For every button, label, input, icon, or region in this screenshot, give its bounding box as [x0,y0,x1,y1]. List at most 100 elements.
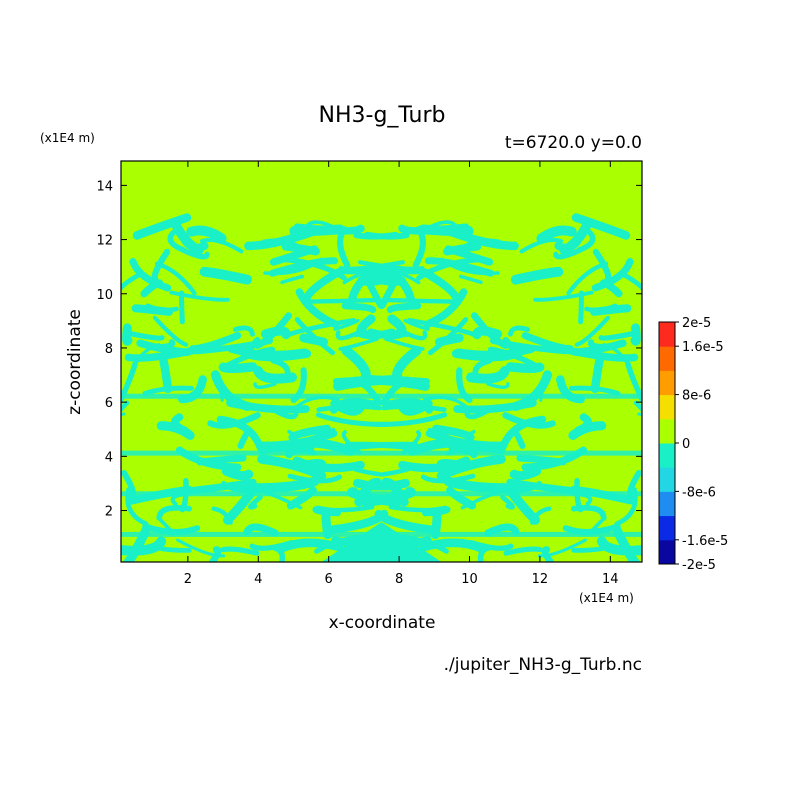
y-axis: 2 4 6 8 10 12 14 [96,179,642,520]
y-tick-label: 14 [96,179,113,194]
filament-shape [596,536,642,556]
filament-shape [253,382,277,389]
filament-shape [404,330,428,341]
filament-shape [277,256,347,281]
colorbar-tick-label: 1.6e-5 [682,340,724,355]
filament-shape [416,256,486,281]
filament-shape [537,538,587,558]
filament-shape [487,346,541,370]
filament-shape [269,245,319,266]
filament-shape [321,522,442,562]
filament-shape [121,400,130,413]
filament-shape [243,523,279,537]
filament-shape [142,385,195,396]
filament-shape [156,504,192,521]
filament-shape [472,326,503,340]
x-tick-label: 10 [461,572,478,587]
filament-shape [257,454,327,481]
colorbar-segment [659,539,675,565]
filament-shape [181,247,210,260]
filament-shape [407,318,478,338]
filament-shape [384,337,425,351]
x-axis-label: x-coordinate [329,613,436,633]
filament-band [121,450,642,456]
filament-shape [484,523,520,537]
filament-band [121,393,642,399]
filament-shape [287,427,311,437]
filament-shape [383,297,455,304]
filament-shape [592,248,612,282]
filament-shape [121,272,142,291]
filament-shape [633,400,642,413]
filament-shape [509,466,542,481]
filament-shape [477,545,492,562]
filament-shape [196,454,247,466]
filament-shape [508,325,531,337]
filament-shape [127,331,165,341]
filament-shape [418,224,474,237]
filament-shape [199,266,253,285]
y-tick-label: 12 [96,234,113,249]
filament-shape [316,404,382,412]
filament-shape [167,229,187,253]
filament-shape [338,260,405,271]
filament-shape [333,318,360,331]
filament-shape [129,258,172,292]
filament-shape [220,546,260,556]
colorbar-segment [659,370,675,396]
filament-shape [270,357,291,375]
y-unit-label: (x1E4 m) [40,131,95,145]
filament-shape [590,352,605,394]
filament-shape [500,494,515,510]
colorbar-segment [659,443,675,468]
colorbar-tick-label: -2e-5 [682,558,716,573]
filament-shape [232,325,255,337]
x-unit-label: (x1E4 m) [579,591,634,605]
filament-shape [341,302,377,314]
filament-shape [208,546,222,562]
filament-shape [348,265,388,304]
plot-frame [120,160,643,563]
y-tick-label: 2 [105,505,113,520]
filament-shape [121,536,167,556]
filament-shape [553,247,582,260]
x-tick-label: 2 [184,572,192,587]
filament-shape [510,266,564,285]
filament-shape [420,473,476,484]
colorbar-tick-label: -8e-6 [682,485,716,500]
filament-shape [423,288,468,329]
filament-shape [253,366,297,384]
filament-shape [374,509,435,534]
filament-shape [380,466,411,477]
filament-shape [352,466,383,477]
y-tick-label: 4 [105,450,113,465]
filament-shape [425,429,507,449]
filament-shape [260,326,291,340]
filament-shape [315,412,390,427]
filament-shape [289,224,345,237]
filament-shape [253,312,292,349]
filament-shape [321,509,333,540]
filament-shape [516,454,567,466]
filament-shape [158,352,173,394]
filament-shape [136,339,191,357]
filament-shape [559,221,592,256]
filament-shape [386,302,422,314]
filament-shape [308,297,380,304]
filament-shape [169,290,230,302]
colorbar-segment [659,394,675,420]
filament-shape [221,466,254,481]
filament-shape [381,404,447,412]
filament-shape [335,330,359,341]
filament-shape [578,290,584,325]
filament-shape [630,323,641,346]
filament-shape [176,538,226,558]
colorbar-tick-label: 0 [682,437,690,452]
filament-shape [436,454,506,481]
colorbar-tick-label: -1.6e-5 [682,534,728,549]
filament-shape [486,382,510,389]
filament-shape [513,480,542,494]
filament-shape [576,229,596,253]
filament-shape [152,315,189,347]
